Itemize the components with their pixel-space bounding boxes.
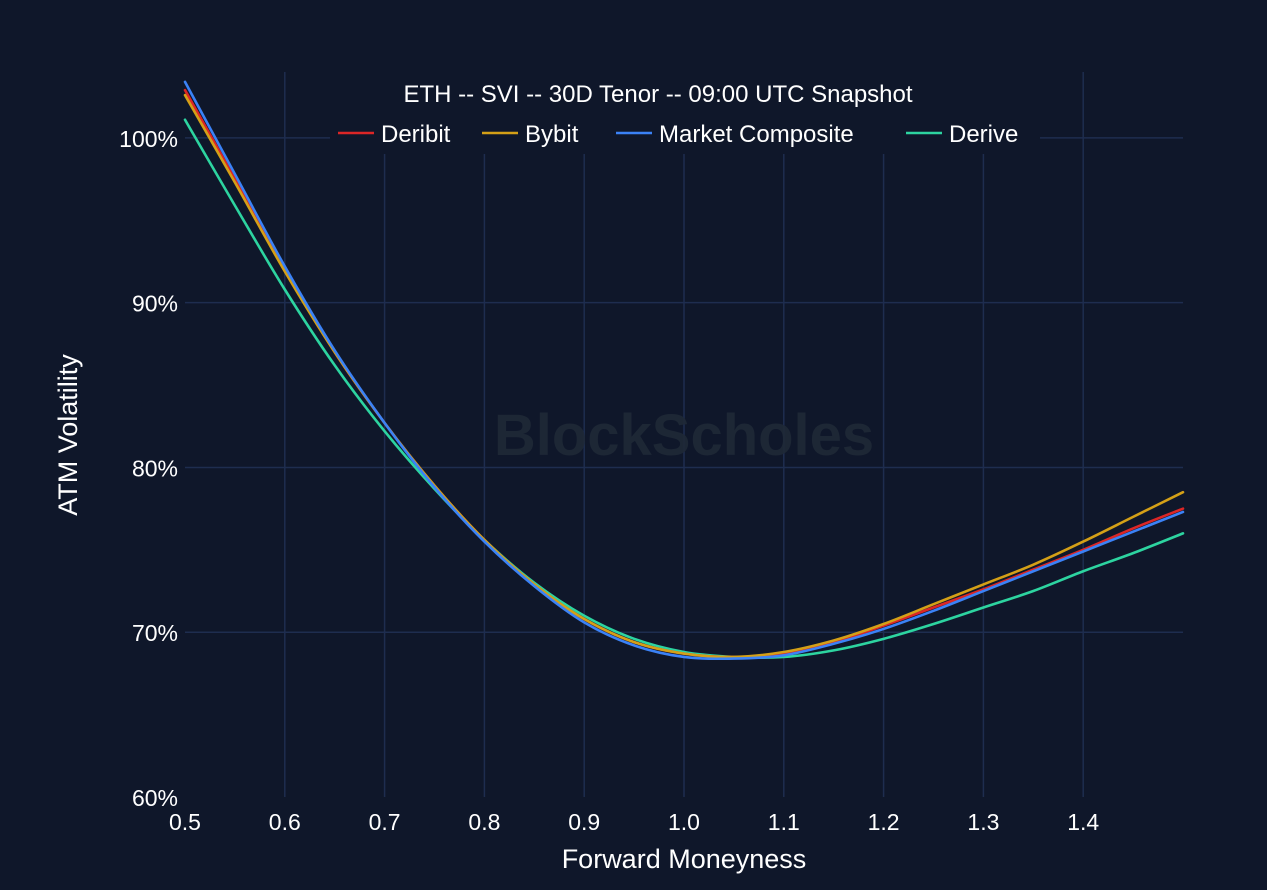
legend: Deribit Bybit Market Composite Derive — [338, 121, 1018, 148]
y-tick-label: 60% — [132, 785, 178, 811]
y-tick-label: 70% — [132, 620, 178, 646]
legend-label-derive: Derive — [949, 121, 1018, 148]
x-tick-label: 1.2 — [868, 809, 900, 835]
x-tick-label: 1.0 — [668, 809, 700, 835]
watermark: BlockScholes — [494, 403, 874, 468]
x-axis-label: Forward Moneyness — [562, 844, 807, 874]
legend-label-market-composite: Market Composite — [659, 121, 854, 148]
x-tick-label: 0.8 — [468, 809, 500, 835]
legend-label-bybit: Bybit — [525, 121, 579, 148]
y-tick-label: 80% — [132, 455, 178, 481]
legend-background — [330, 72, 1040, 154]
grid-lines — [185, 72, 1183, 797]
x-tick-label: 1.4 — [1067, 809, 1099, 835]
series-lines — [183, 80, 1185, 661]
x-tick-label: 1.3 — [967, 809, 999, 835]
y-tick-label: 90% — [132, 291, 178, 317]
series-line-market-composite — [183, 80, 1185, 661]
y-tick-label: 100% — [119, 126, 178, 152]
x-tick-label: 0.9 — [568, 809, 600, 835]
axis-ticks: 0.5 0.6 0.7 0.8 0.9 1.0 1.1 1.2 1.3 1.4 60% 70% 80% 9… — [119, 126, 1099, 835]
x-tick-label: 0.7 — [369, 809, 401, 835]
chart-title: ETH -- SVI -- 30D Tenor -- 09:00 UTC Sna… — [403, 81, 912, 108]
legend-label-deribit: Deribit — [381, 121, 451, 148]
x-tick-label: 0.6 — [269, 809, 301, 835]
y-axis-label: ATM Volatility — [53, 354, 83, 516]
x-tick-label: 0.5 — [169, 809, 201, 835]
series-line-derive — [183, 118, 1185, 659]
x-tick-label: 1.1 — [768, 809, 800, 835]
